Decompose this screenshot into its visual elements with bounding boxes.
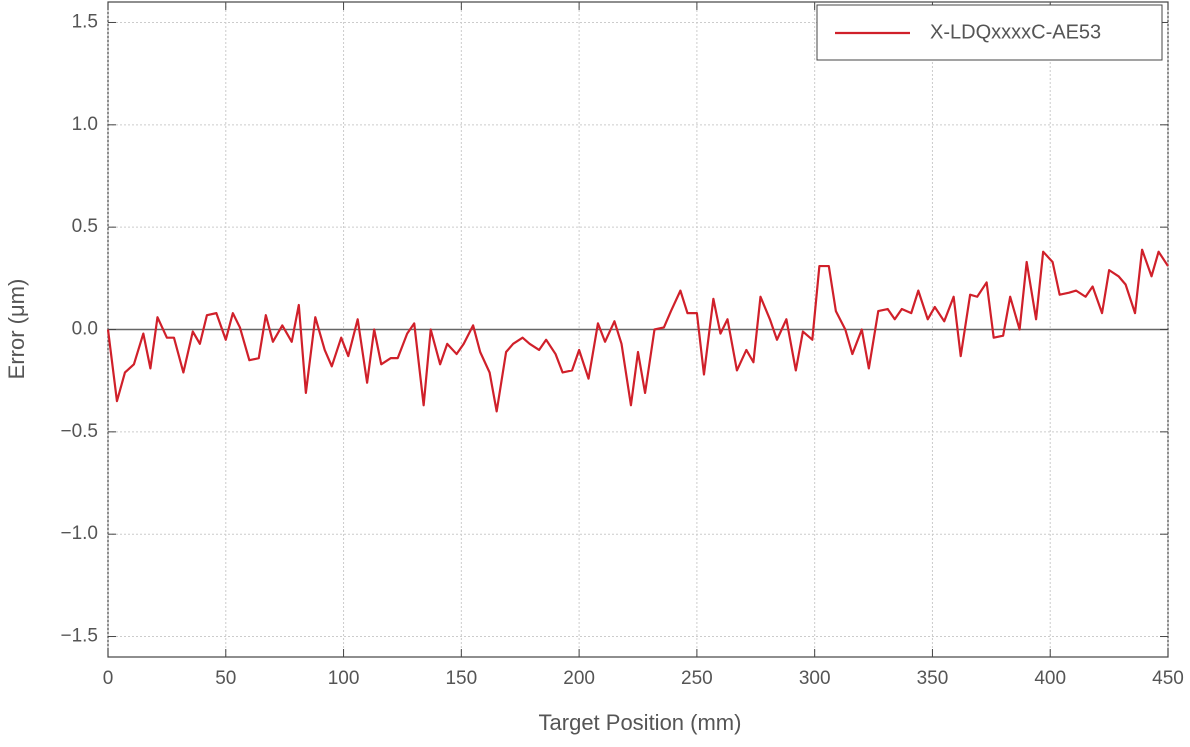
legend-label: X-LDQxxxxC-AE53 (930, 21, 1101, 43)
series-line (106, 248, 1169, 413)
x-tick-label: 0 (103, 668, 114, 689)
x-tick-label: 350 (917, 668, 949, 689)
x-tick-label: 100 (328, 668, 360, 689)
x-tick-label: 150 (445, 668, 477, 689)
y-tick-label: −1.5 (60, 626, 98, 647)
x-tick-label: 200 (563, 668, 595, 689)
y-tick-label: −0.5 (60, 421, 98, 442)
x-tick-label: 250 (681, 668, 713, 689)
y-tick-label: −1.0 (60, 523, 98, 544)
y-tick-label: 0.0 (72, 319, 98, 340)
x-axis-label: Target Position (mm) (539, 710, 742, 735)
y-tick-label: 0.5 (72, 216, 98, 237)
y-axis-label: Error (μm) (4, 279, 29, 380)
legend: X-LDQxxxxC-AE53 (816, 4, 1163, 61)
x-tick-label: 300 (799, 668, 831, 689)
x-tick-label: 400 (1034, 668, 1066, 689)
grid (107, 2, 1169, 657)
x-tick-label: 450 (1152, 668, 1184, 689)
y-tick-label: 1.0 (72, 114, 98, 135)
y-tick-label: 1.5 (72, 11, 98, 32)
x-tick-label: 50 (215, 668, 236, 689)
